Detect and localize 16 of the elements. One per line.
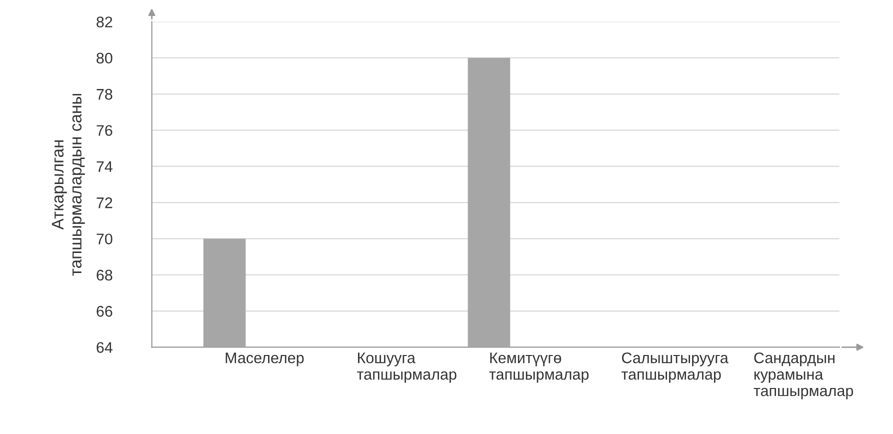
y-tick-label: 80 <box>96 52 112 64</box>
y-tick-label: 74 <box>96 161 112 172</box>
y-tick-label: 64 <box>96 342 112 353</box>
y-axis-title: Аткарылган тапшырмалардын саны <box>52 94 85 276</box>
x-tick-label: Кошууга тапшырмалар <box>357 352 456 383</box>
x-tick-label: Маселелер <box>226 352 304 366</box>
y-tick-label: 68 <box>96 270 112 281</box>
y-tick-label: 76 <box>96 125 112 136</box>
x-tick-label: Салыштырууга тапшырмалар <box>621 352 728 383</box>
y-tick-label: 72 <box>96 197 112 208</box>
y-tick-label: 78 <box>96 88 112 100</box>
x-tick-label: Сандардын курамына тапшырмалар <box>754 352 854 400</box>
x-tick-label: Кемитүүгө тапшырмалар <box>489 352 589 383</box>
y-tick-label: 66 <box>96 306 112 317</box>
y-tick-label: 70 <box>96 234 112 244</box>
y-tick-label: 82 <box>96 16 112 28</box>
